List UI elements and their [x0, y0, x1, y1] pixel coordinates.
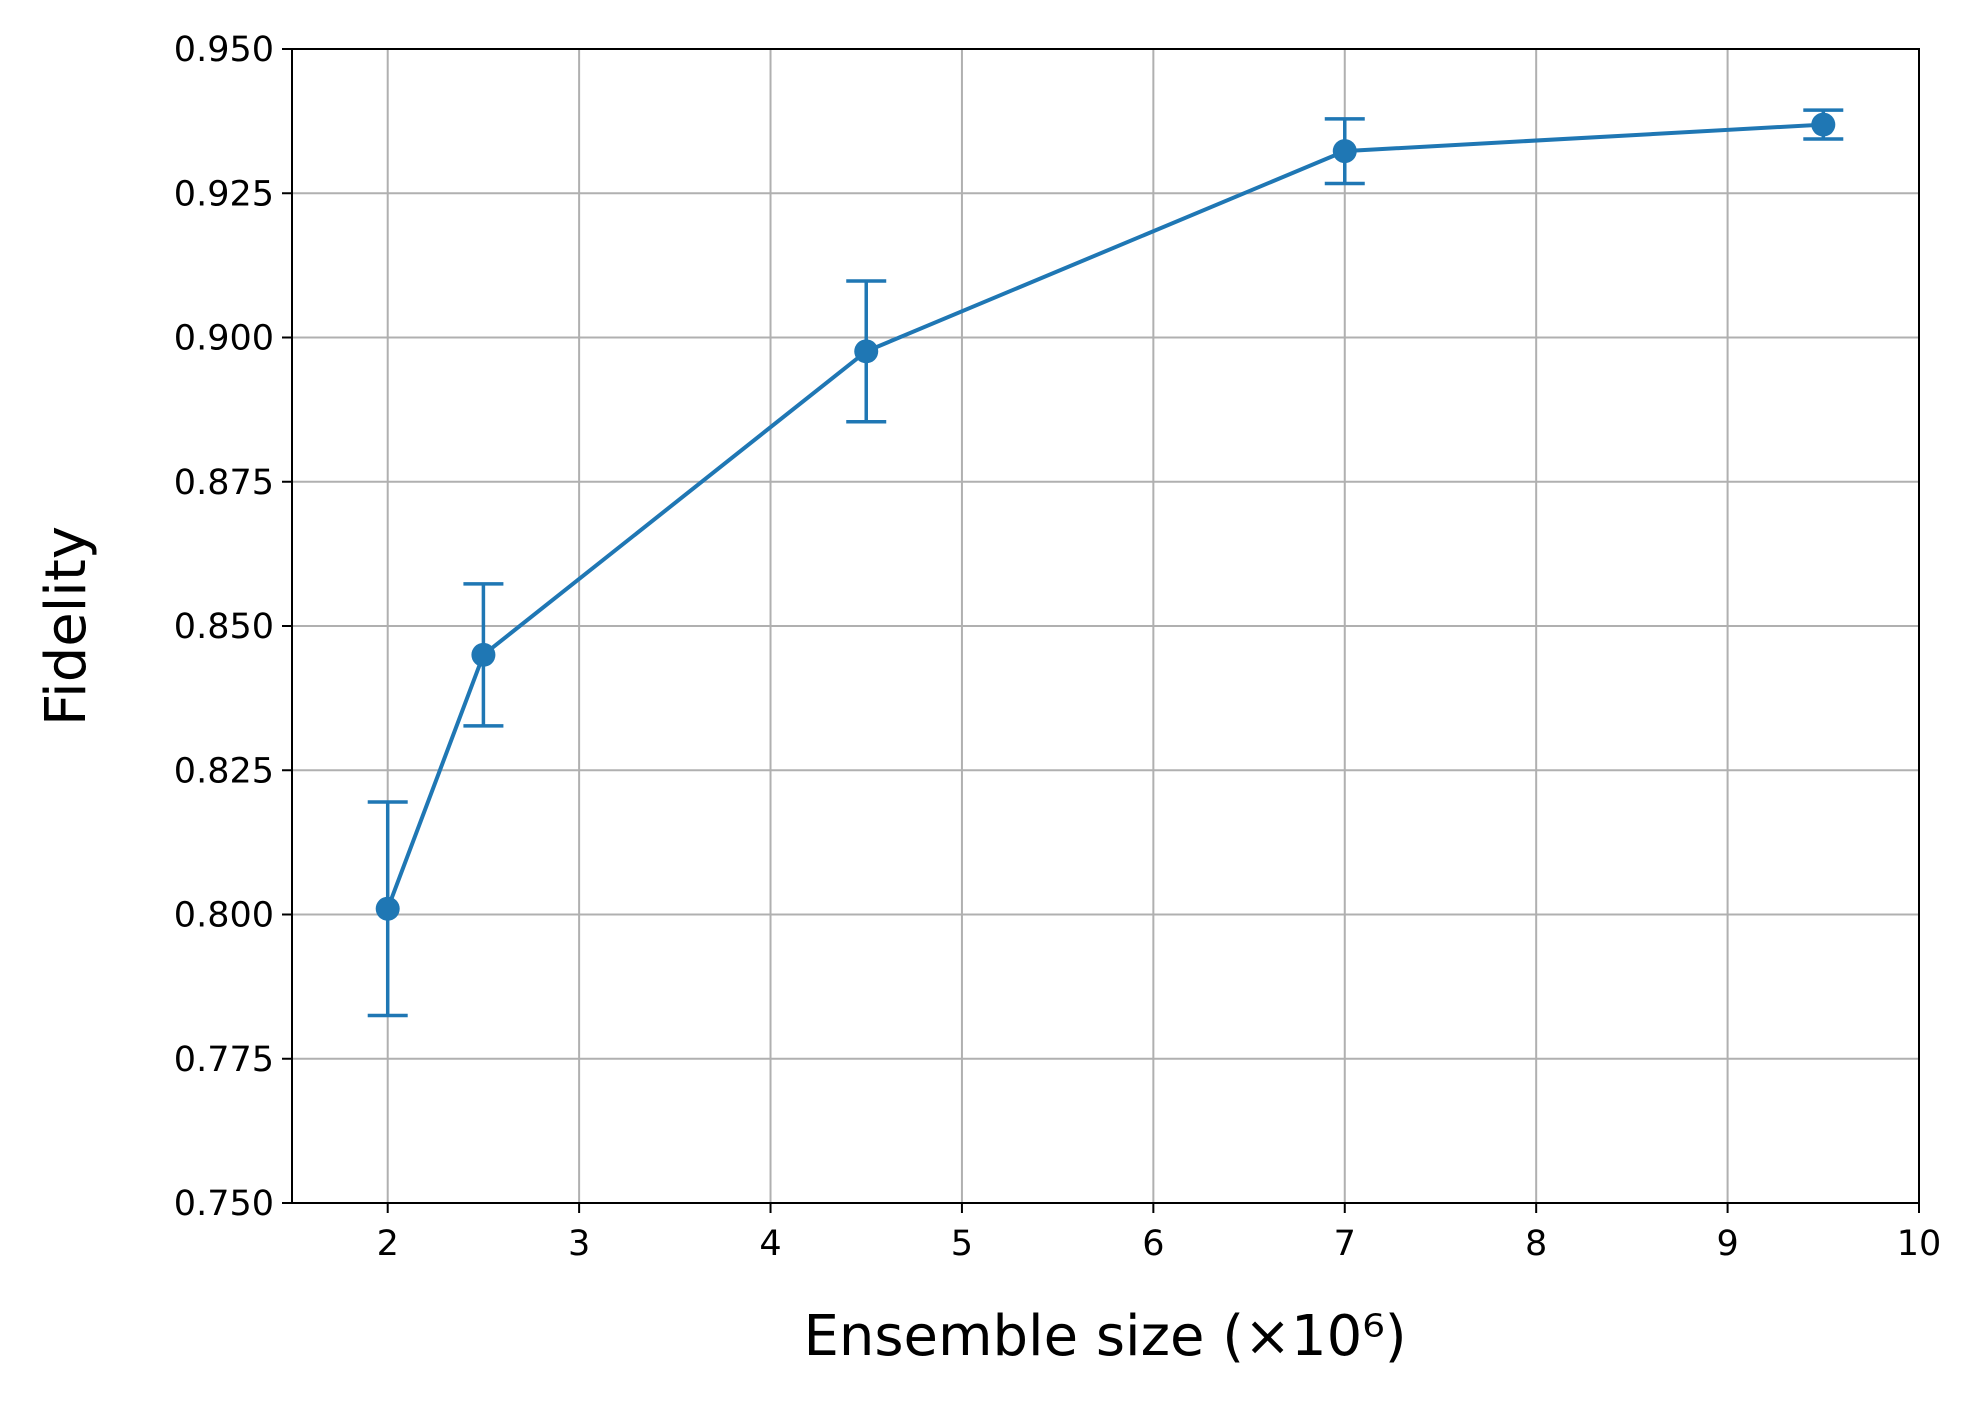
x-tick-label: 6 — [1142, 1224, 1164, 1264]
x-tick-label: 5 — [951, 1224, 973, 1264]
x-axis-label: Ensemble size (×10⁶) — [803, 1304, 1406, 1369]
y-tick-label: 0.900 — [174, 319, 274, 359]
y-tick-label: 0.825 — [174, 751, 274, 791]
line — [385, 122, 1824, 910]
y-tick-label: 0.800 — [174, 896, 274, 936]
x-tick-label: 7 — [1334, 1224, 1356, 1264]
y-tick-label: 0.925 — [174, 174, 274, 214]
point — [471, 642, 496, 667]
point — [375, 896, 400, 921]
y-tick-label: 0.775 — [174, 1040, 274, 1080]
x-tick-label: 9 — [1716, 1224, 1738, 1264]
y-tick-label: 0.750 — [174, 1184, 274, 1224]
plot-frame — [291, 48, 1920, 1204]
x-tick-label: 10 — [1897, 1224, 1942, 1264]
point — [1332, 139, 1357, 164]
point — [1811, 112, 1836, 137]
x-tick-label: 8 — [1525, 1224, 1547, 1264]
x-tick-label: 4 — [759, 1224, 781, 1264]
y-axis-label: Fidelity — [34, 526, 99, 726]
y-tick-label: 0.950 — [174, 30, 274, 70]
point — [854, 339, 879, 364]
y-tick-label: 0.875 — [174, 463, 274, 503]
x-tick-label: 3 — [568, 1224, 590, 1264]
y-tick-label: 0.850 — [174, 607, 274, 647]
x-tick-label: 2 — [377, 1224, 399, 1264]
